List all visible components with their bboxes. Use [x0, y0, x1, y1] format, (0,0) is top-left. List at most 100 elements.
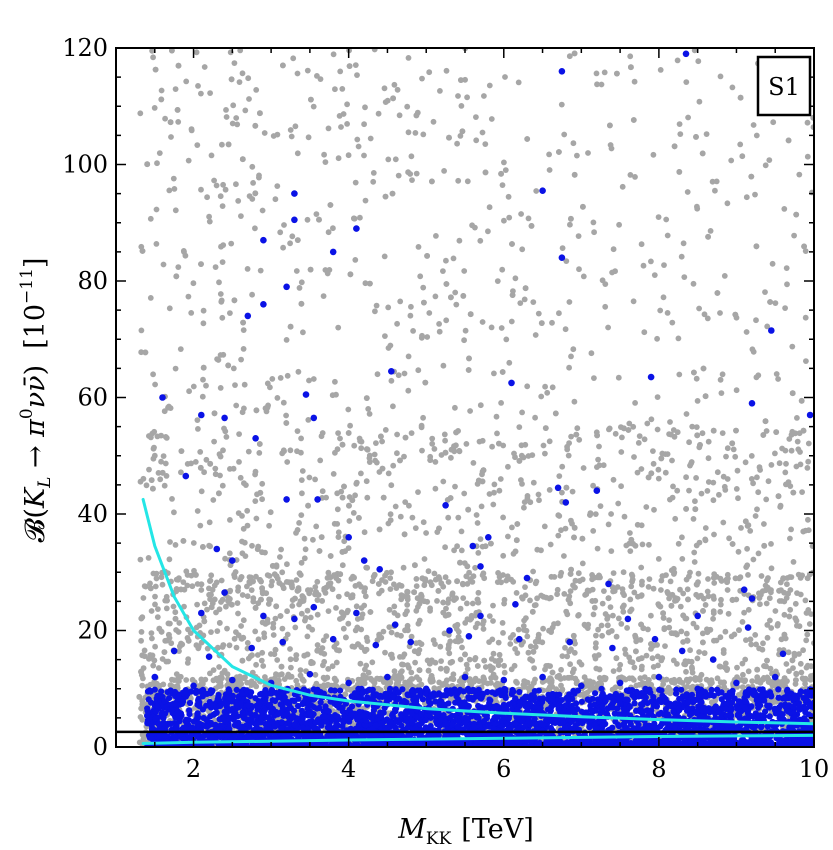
gray-point	[551, 574, 558, 580]
gray-point	[219, 203, 226, 210]
gray-point	[189, 583, 196, 590]
gray-point	[298, 512, 305, 518]
gray-point	[152, 643, 159, 650]
gray-point	[394, 612, 401, 619]
gray-point	[218, 599, 224, 605]
gray-point	[546, 487, 553, 493]
gray-point	[207, 578, 213, 584]
gray-point	[683, 474, 689, 481]
gray-point	[319, 488, 326, 495]
gray-point	[198, 186, 204, 193]
gray-point	[437, 88, 443, 94]
gray-point	[407, 681, 414, 688]
gray-point	[206, 218, 213, 225]
gray-point	[318, 534, 325, 540]
gray-point	[472, 675, 479, 682]
gray-point	[443, 317, 450, 324]
gray-point	[339, 549, 346, 555]
gray-point	[664, 451, 671, 457]
gray-point	[797, 449, 803, 455]
gray-point	[443, 67, 450, 74]
gray-point	[233, 402, 240, 409]
gray-point	[277, 229, 284, 236]
gray-point	[361, 602, 368, 609]
gray-point	[683, 506, 689, 512]
gray-point	[307, 266, 314, 273]
gray-point	[800, 427, 807, 434]
gray-point	[339, 86, 346, 92]
gray-point	[495, 570, 501, 576]
gray-point	[174, 682, 181, 689]
gray-point	[564, 443, 570, 450]
gray-point	[238, 623, 245, 629]
gray-point	[217, 385, 224, 391]
gray-point	[252, 122, 259, 129]
gray-point	[689, 423, 696, 430]
gray-point	[546, 595, 553, 602]
gray-point	[589, 598, 596, 604]
gray-point	[431, 446, 438, 452]
gray-point	[256, 441, 263, 447]
gray-point	[237, 474, 244, 481]
gray-point	[288, 133, 295, 140]
gray-point	[558, 666, 564, 673]
gray-point	[783, 661, 790, 667]
gray-point	[580, 273, 587, 280]
gray-point	[279, 625, 286, 632]
gray-point	[502, 167, 509, 174]
gray-point	[753, 243, 760, 250]
gray-point	[767, 665, 774, 672]
gray-point	[628, 606, 635, 613]
gray-point	[650, 585, 657, 592]
gray-point	[804, 153, 811, 160]
gray-point	[681, 661, 687, 667]
gray-point	[739, 684, 746, 690]
gray-point	[249, 196, 256, 202]
gray-point	[267, 596, 274, 603]
gray-point	[490, 650, 497, 657]
gray-point	[805, 440, 812, 447]
gray-point	[798, 397, 805, 404]
gray-point	[767, 299, 773, 305]
gray-point	[639, 578, 645, 585]
gray-point	[356, 515, 362, 521]
gray-point	[438, 658, 444, 664]
gray-point	[515, 626, 522, 633]
gray-point	[654, 394, 661, 400]
gray-point	[340, 625, 347, 632]
gray-point	[358, 615, 365, 621]
gray-point	[668, 567, 675, 574]
gray-point	[331, 675, 338, 682]
gray-point	[789, 428, 796, 435]
gray-point	[782, 469, 789, 476]
gray-point	[532, 580, 539, 587]
gray-point	[162, 434, 169, 440]
gray-point	[505, 193, 512, 200]
gray-point	[538, 393, 545, 400]
gray-point	[397, 457, 403, 464]
gray-point	[250, 598, 257, 605]
gray-point	[521, 627, 527, 633]
gray-point	[456, 237, 463, 244]
gray-point	[704, 488, 711, 494]
gray-point	[695, 58, 702, 65]
gray-point	[240, 525, 247, 532]
gray-point	[563, 608, 570, 615]
gray-point	[413, 112, 420, 119]
gray-point	[324, 674, 331, 681]
gray-point	[172, 86, 179, 92]
gray-point	[416, 667, 423, 674]
gray-point	[213, 182, 220, 189]
gray-point	[172, 365, 179, 372]
gray-point	[749, 678, 756, 684]
gray-point	[654, 335, 660, 342]
gray-point	[313, 523, 320, 530]
gray-point	[687, 647, 693, 654]
gray-point	[593, 632, 599, 639]
gray-point	[219, 482, 226, 489]
gray-point	[351, 442, 358, 449]
gray-point	[293, 268, 300, 274]
gray-point	[775, 621, 781, 627]
gray-point	[241, 539, 248, 546]
gray-point	[762, 289, 768, 295]
